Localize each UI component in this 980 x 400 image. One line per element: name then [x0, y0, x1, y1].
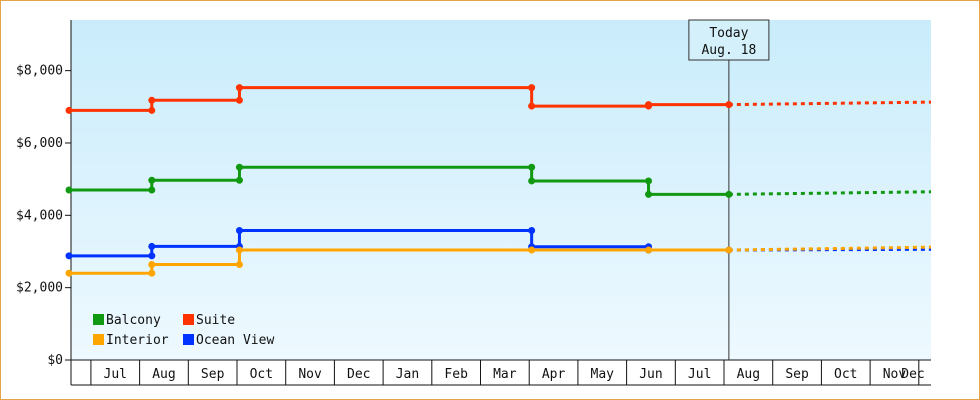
x-tick-label: Nov	[298, 367, 322, 382]
series-projection-suite	[728, 100, 932, 107]
legend-swatch-balcony	[93, 314, 104, 325]
data-point-ocean-view	[148, 242, 156, 250]
x-tick-label: Jun	[639, 367, 662, 382]
data-point-balcony	[645, 177, 653, 185]
x-tick-label: Aug	[152, 367, 175, 382]
x-tick-label: Feb	[444, 367, 468, 382]
data-point-suite	[645, 101, 653, 109]
today-date: Aug. 18	[701, 43, 756, 58]
series-line-balcony	[69, 165, 729, 196]
x-tick-label: Aug	[737, 367, 760, 382]
series-projection-interior	[728, 245, 932, 252]
data-point-suite	[235, 84, 243, 92]
data-point-balcony	[65, 186, 73, 194]
today-label: Today	[709, 26, 748, 41]
legend: Balcony Suite Interior Ocean View	[93, 313, 274, 348]
x-tick-label: Jul	[104, 367, 127, 382]
x-tick-label: Oct	[834, 367, 857, 382]
data-point-interior	[528, 246, 536, 254]
x-axis: Jul Aug Sep Oct Nov Dec Jan Feb Mar Apr May Jun Jul A…	[71, 359, 931, 386]
data-point-suite	[235, 96, 243, 104]
legend-label-ocean-view: Ocean View	[196, 333, 274, 348]
data-point-balcony	[148, 176, 156, 184]
data-point-balcony	[528, 163, 536, 171]
x-tick-label: Sep	[201, 367, 225, 382]
series-balcony	[65, 163, 932, 198]
series-layer	[65, 84, 932, 277]
y-tick-label: $2,000	[16, 281, 63, 296]
y-axis: $0 $2,000 $4,000 $6,000 $8,000	[16, 20, 72, 385]
data-point-ocean-view	[148, 252, 156, 260]
data-point-suite	[148, 96, 156, 104]
x-tick-label: Sep	[785, 367, 809, 382]
x-tick-label: Jan	[396, 367, 419, 382]
legend-swatch-interior	[93, 334, 104, 345]
data-point-suite	[528, 84, 536, 92]
x-tick-label: Dec	[347, 367, 370, 382]
today-marker: Today Aug. 18	[688, 19, 770, 360]
data-point-balcony	[235, 163, 243, 171]
y-tick-label: $4,000	[16, 208, 63, 223]
data-point-suite	[65, 106, 73, 114]
series-projection-balcony	[728, 190, 932, 196]
data-point-balcony	[148, 186, 156, 194]
x-tick-label: Oct	[250, 367, 273, 382]
data-point-interior	[645, 246, 653, 254]
x-tick-label: Nov	[883, 367, 907, 382]
x-tick-label: Apr	[542, 367, 566, 382]
legend-label-balcony: Balcony	[106, 313, 161, 328]
data-point-interior	[235, 261, 243, 269]
y-tick-label: $6,000	[16, 136, 63, 151]
data-point-suite	[725, 101, 733, 109]
plot-background	[71, 20, 931, 360]
legend-swatch-ocean-view	[183, 334, 194, 345]
series-interior	[65, 245, 932, 277]
today-box	[688, 19, 770, 61]
data-point-interior	[725, 246, 733, 254]
series-suite	[65, 84, 932, 114]
data-point-balcony	[528, 177, 536, 185]
data-point-balcony	[235, 176, 243, 184]
data-point-interior	[148, 261, 156, 269]
legend-swatch-suite	[183, 314, 194, 325]
legend-label-interior: Interior	[106, 333, 169, 348]
data-point-ocean-view	[235, 227, 243, 235]
x-tick-label: Jul	[688, 367, 711, 382]
data-point-suite	[148, 106, 156, 114]
data-point-suite	[528, 102, 536, 110]
data-point-ocean-view	[65, 252, 73, 260]
x-tick-label: Mar	[493, 367, 517, 382]
y-tick-label: $8,000	[16, 64, 63, 79]
x-tick-label: Dec	[901, 367, 924, 382]
data-point-interior	[148, 269, 156, 277]
x-tick-label: May	[591, 367, 615, 382]
data-point-ocean-view	[528, 227, 536, 235]
data-point-interior	[235, 246, 243, 254]
data-point-balcony	[645, 190, 653, 198]
y-tick-label: $0	[47, 353, 63, 368]
data-point-interior	[65, 269, 73, 277]
legend-label-suite: Suite	[196, 313, 235, 328]
data-point-balcony	[725, 190, 733, 198]
